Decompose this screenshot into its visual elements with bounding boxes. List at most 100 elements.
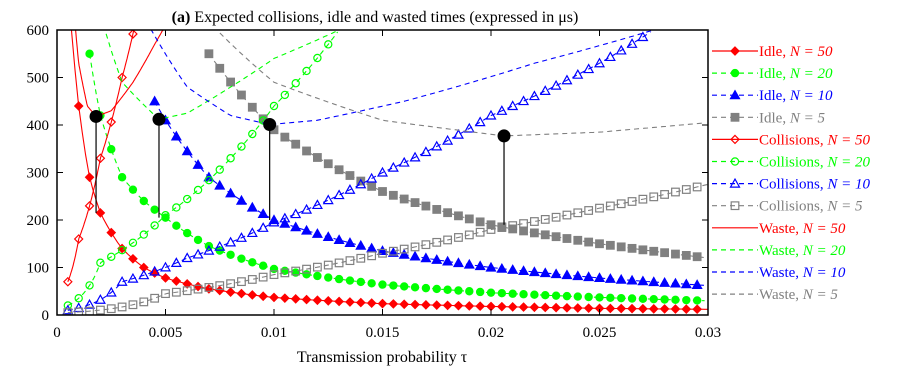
- point-collisions-n5: [486, 225, 496, 234]
- point-collisions-n5: [323, 260, 333, 270]
- point-collisions-n5: [247, 275, 257, 284]
- point-idle-n5: [345, 171, 355, 180]
- point-idle-n5: [584, 237, 594, 247]
- point-collisions-n5: [171, 287, 181, 297]
- point-idle-n5: [627, 243, 637, 253]
- point-idle-n50: [638, 303, 648, 314]
- point-collisions-n10: [214, 240, 226, 251]
- point-collisions-n5: [616, 199, 626, 209]
- point-collisions-n10: [539, 85, 551, 95]
- point-collisions-n10: [474, 116, 486, 127]
- point-collisions-n10: [192, 248, 204, 259]
- point-idle-n20: [627, 294, 637, 303]
- point-idle-n50: [605, 303, 616, 314]
- legend-entry-waste-n10: Waste, N = 10: [712, 265, 846, 281]
- point-collisions-n5: [551, 212, 561, 222]
- series-idle-n10: [149, 95, 708, 289]
- point-collisions-n5: [671, 187, 680, 197]
- line-waste-n10: [150, 30, 654, 126]
- point-idle-n20: [400, 282, 409, 291]
- point-idle-n10: [420, 252, 432, 263]
- point-collisions-n5: [280, 268, 290, 278]
- point-idle-n10: [322, 231, 334, 242]
- point-idle-n20: [671, 295, 680, 305]
- point-idle-n50: [497, 301, 507, 312]
- point-idle-n5: [692, 252, 702, 262]
- point-collisions-n10: [322, 194, 334, 205]
- point-collisions-n10: [615, 44, 627, 55]
- y-tick-label: 400: [27, 118, 50, 134]
- point-idle-n20: [530, 290, 539, 299]
- point-idle-n5: [486, 220, 496, 230]
- point-collisions-n50: [95, 153, 106, 164]
- point-collisions-n20: [107, 252, 116, 262]
- y-tick-label: 500: [27, 71, 50, 87]
- point-collisions-n5: [204, 283, 214, 292]
- point-idle-n5: [378, 187, 387, 196]
- point-collisions-n5: [649, 192, 659, 202]
- point-idle-n5: [323, 159, 333, 169]
- legend-marker: [730, 157, 740, 166]
- series-idle-n5: [204, 49, 708, 262]
- point-collisions-n5: [638, 194, 648, 204]
- point-collisions-n10: [376, 166, 389, 177]
- point-idle-n5: [638, 245, 648, 255]
- legend-entry-collisions-n10: Collisions, N = 10: [712, 177, 870, 193]
- series-collisions-n5: [63, 182, 708, 315]
- x-tick-label: 0.015: [366, 325, 400, 341]
- point-idle-n10: [376, 245, 389, 255]
- point-collisions-n10: [149, 265, 161, 276]
- legend-marker: [730, 112, 740, 122]
- point-idle-n50: [659, 304, 670, 314]
- point-collisions-n10: [84, 298, 96, 309]
- point-idle-n20: [508, 289, 517, 298]
- point-collisions-n5: [508, 221, 518, 230]
- point-collisions-n5: [128, 300, 138, 310]
- legend-label: Waste, N = 50: [759, 221, 846, 237]
- point-idle-n10: [225, 187, 237, 198]
- point-collisions-n5: [378, 248, 387, 258]
- point-idle-n5: [388, 190, 398, 200]
- point-idle-n50: [290, 294, 301, 304]
- point-collisions-n10: [550, 79, 562, 90]
- series-idle-n20: [85, 49, 705, 305]
- point-collisions-n10: [62, 304, 74, 315]
- point-idle-n5: [421, 201, 431, 211]
- point-collisions-n5: [139, 297, 149, 307]
- point-idle-n20: [410, 283, 420, 292]
- point-idle-n10: [637, 275, 649, 286]
- series-collisions-n20: [63, 31, 339, 310]
- point-idle-n50: [182, 279, 193, 289]
- point-collisions-n10: [301, 203, 313, 214]
- point-collisions-n5: [573, 208, 583, 218]
- point-idle-n10: [496, 262, 508, 273]
- point-collisions-n10: [366, 172, 378, 183]
- point-collisions-n10: [409, 151, 421, 162]
- point-idle-n50: [236, 288, 247, 299]
- legend-marker: [730, 46, 740, 56]
- point-collisions-n5: [681, 185, 691, 194]
- point-idle-n20: [541, 290, 550, 300]
- point-idle-n5: [313, 153, 322, 162]
- point-collisions-n10: [420, 146, 432, 157]
- point-idle-n10: [604, 273, 616, 283]
- point-collisions-n5: [215, 281, 225, 291]
- point-collisions-n10: [181, 252, 193, 263]
- point-idle-n50: [171, 276, 182, 286]
- point-idle-n10: [593, 272, 606, 283]
- optimum-dot-0: [89, 109, 103, 123]
- point-idle-n10: [333, 234, 345, 245]
- point-idle-n10: [615, 273, 627, 284]
- point-idle-n10: [344, 237, 356, 247]
- point-idle-n20: [85, 49, 94, 58]
- point-idle-n5: [291, 139, 301, 149]
- point-idle-n50: [258, 291, 268, 302]
- point-idle-n5: [302, 146, 311, 156]
- point-idle-n20: [334, 274, 344, 284]
- line-waste-n5: [216, 30, 706, 137]
- point-idle-n50: [399, 299, 410, 310]
- series-collisions-n50: [63, 30, 138, 287]
- point-collisions-n5: [529, 217, 539, 226]
- point-idle-n10: [518, 265, 530, 276]
- line-waste-n50: [75, 30, 164, 118]
